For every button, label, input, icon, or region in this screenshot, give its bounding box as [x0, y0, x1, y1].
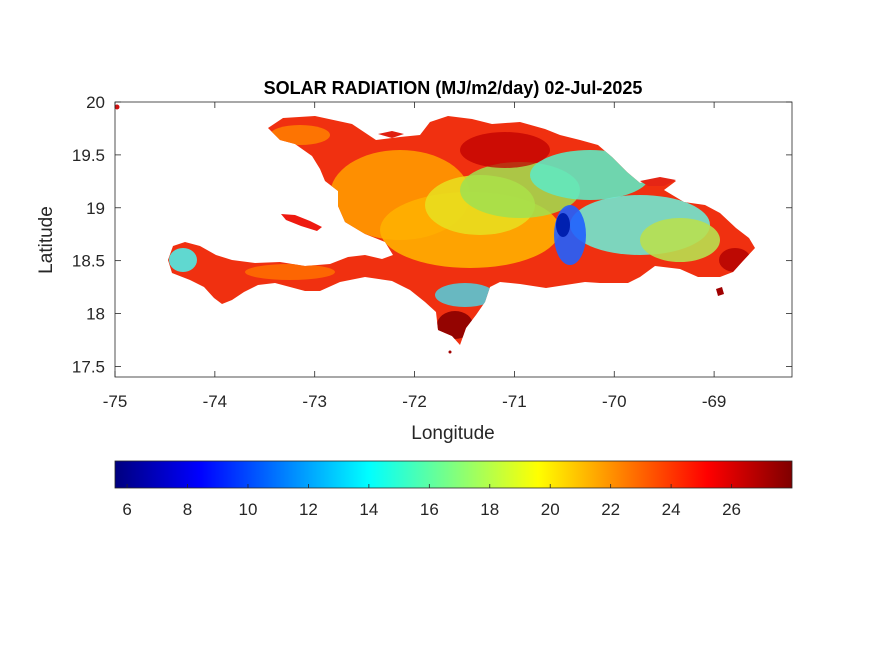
colorbar-tick-label: 22: [601, 500, 620, 519]
colorbar-tick-label: 18: [480, 500, 499, 519]
x-tick-label: -75: [103, 392, 128, 411]
x-tick-label: -69: [702, 392, 727, 411]
x-axis-label: Longitude: [411, 423, 494, 444]
beata-islet: [448, 350, 452, 354]
tortuga-island: [378, 131, 404, 138]
zone-darkred-north-band: [460, 132, 550, 168]
y-tick-label: 18.5: [72, 252, 105, 271]
colorbar-tick-label: 24: [662, 500, 681, 519]
colorbar-ticks: 6 8 10 12 14 16 18 20 22 24 26: [122, 484, 741, 519]
plot-frame: [114, 101, 793, 378]
northeast-islet: [640, 177, 676, 186]
saona-island: [716, 287, 724, 296]
zone-darkred-south-tip: [437, 311, 473, 339]
radiation-map: [115, 104, 755, 354]
colorbar-tick-label: 26: [722, 500, 741, 519]
zone-green-east: [640, 218, 720, 262]
zone-cyan-west-tip: [169, 248, 197, 272]
y-tick-label: 19.5: [72, 146, 105, 165]
zone-blue-valley: [554, 205, 586, 265]
y-tick-label: 19: [86, 199, 105, 218]
x-tick-label: -70: [602, 392, 627, 411]
corner-islet: [115, 104, 120, 110]
zone-dark-blue-core: [556, 213, 570, 237]
colorbar-tick-label: 16: [420, 500, 439, 519]
gonave-island: [281, 214, 322, 231]
colorbar-tick-label: 8: [183, 500, 192, 519]
colorbar-tick-label: 14: [359, 500, 378, 519]
y-tick-label: 17.5: [72, 357, 105, 376]
colorbar-tick-label: 12: [299, 500, 318, 519]
colorbar-tick-label: 20: [541, 500, 560, 519]
radiation-field: [169, 125, 751, 339]
zone-orange-northwest: [270, 125, 330, 145]
y-axis: 17.5 18 18.5 19 19.5 20: [72, 93, 792, 376]
x-tick-label: -74: [203, 392, 228, 411]
y-tick-label: 20: [86, 93, 105, 112]
chart-title: SOLAR RADIATION (MJ/m2/day) 02-Jul-2025: [264, 78, 643, 98]
colorbar-tick-label: 10: [239, 500, 258, 519]
x-tick-label: -71: [502, 392, 527, 411]
colorbar-gradient: [114, 460, 793, 489]
y-tick-label: 18: [86, 305, 105, 324]
x-tick-label: -72: [402, 392, 427, 411]
x-axis: -75 -74 -73 -72 -71 -70 -69: [103, 102, 727, 411]
colorbar-tick-label: 6: [122, 500, 131, 519]
y-axis-label: Latitude: [36, 206, 57, 274]
zone-cyan-south: [435, 283, 495, 307]
colorbar: 6 8 10 12 14 16 18 20 22 24 26: [114, 460, 793, 519]
zone-orange-south-peninsula: [245, 264, 335, 280]
x-tick-label: -73: [302, 392, 327, 411]
